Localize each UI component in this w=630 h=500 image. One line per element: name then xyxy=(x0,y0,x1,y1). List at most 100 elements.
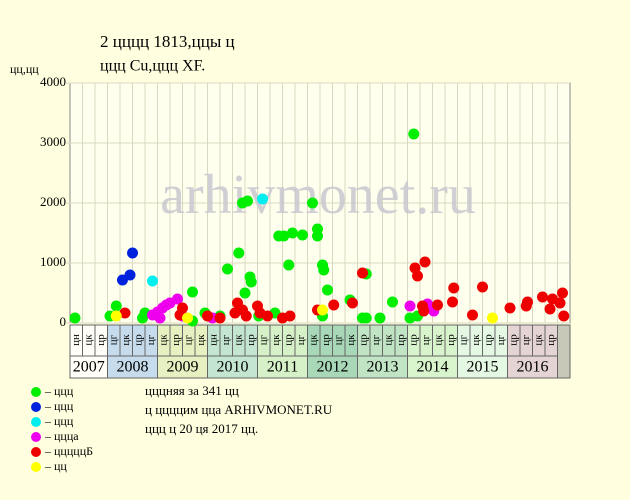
data-point xyxy=(233,247,245,259)
period-label: цк xyxy=(270,334,282,346)
year-label: 2013 xyxy=(367,359,399,376)
data-point xyxy=(240,310,252,322)
chart-title: 2 цццц 1813,ццы ц xyxy=(100,32,235,51)
period-label: цр xyxy=(445,334,457,346)
data-point xyxy=(447,296,458,308)
year-label: 2015 xyxy=(467,359,499,376)
data-point xyxy=(242,195,253,207)
year-label: 2011 xyxy=(267,359,298,376)
period-label: цр xyxy=(395,334,407,346)
data-point xyxy=(202,310,213,322)
data-point xyxy=(387,296,398,308)
data-point xyxy=(182,312,193,324)
period-label: цр xyxy=(357,334,369,346)
period-label: цк xyxy=(382,334,394,346)
period-label: цр xyxy=(282,334,294,346)
data-point xyxy=(222,263,233,275)
data-point xyxy=(360,312,372,324)
data-point xyxy=(287,227,298,239)
period-label: цр xyxy=(95,334,107,346)
data-point xyxy=(554,297,566,309)
period-label: цг xyxy=(257,334,269,345)
y-tick-label: 3000 xyxy=(40,134,66,149)
chart-subtitle: ццц Cu,ццц XF. xyxy=(100,58,205,75)
period-label: цг xyxy=(457,334,469,345)
legend-marker xyxy=(31,447,41,457)
data-point xyxy=(412,270,423,282)
data-point xyxy=(110,300,122,312)
period-label: цг xyxy=(520,334,532,345)
period-label: цг xyxy=(182,334,194,345)
data-point xyxy=(322,284,333,296)
data-point xyxy=(154,312,166,324)
data-point xyxy=(69,312,81,324)
year-label: 2008 xyxy=(117,359,149,376)
data-point xyxy=(467,309,478,321)
year-label: 2012 xyxy=(317,359,349,376)
legend-marker xyxy=(31,387,41,397)
data-point xyxy=(127,247,138,259)
data-point xyxy=(558,310,570,322)
period-label: цг xyxy=(107,334,119,345)
year-label: 2010 xyxy=(217,359,249,376)
watermark: arhivmonet.ru xyxy=(160,164,476,226)
year-label: 2009 xyxy=(167,359,199,376)
period-label: цр xyxy=(170,334,182,346)
period-label: цг xyxy=(420,334,432,345)
data-point xyxy=(537,291,548,303)
empty-cell xyxy=(557,324,571,379)
data-point xyxy=(544,303,556,315)
period-label: цр xyxy=(482,334,494,346)
data-point xyxy=(357,267,368,279)
legend-label: – цццццБ xyxy=(44,444,93,458)
period-label: цг xyxy=(332,334,344,345)
legend-marker xyxy=(31,462,41,472)
period-label: цр xyxy=(407,334,419,346)
period-label: цк xyxy=(345,334,357,346)
data-point xyxy=(557,287,568,299)
period-label: цг xyxy=(495,334,507,345)
period-label: цр xyxy=(245,334,257,346)
legend-marker xyxy=(31,432,41,442)
period-label: цк xyxy=(157,334,169,346)
data-point xyxy=(317,304,328,316)
data-point xyxy=(245,276,257,288)
data-point xyxy=(214,312,226,324)
period-label: цн xyxy=(70,334,82,346)
data-point xyxy=(307,197,318,209)
data-point xyxy=(110,310,122,322)
data-point xyxy=(318,264,330,276)
data-point xyxy=(283,259,295,271)
legend-marker xyxy=(31,402,41,412)
data-point xyxy=(187,286,198,298)
data-point xyxy=(312,230,323,242)
period-label: цк xyxy=(82,334,94,346)
period-label: цк xyxy=(195,334,207,346)
data-point xyxy=(522,296,533,308)
data-point xyxy=(328,299,340,311)
data-point xyxy=(477,281,488,293)
data-point xyxy=(347,297,358,309)
data-point xyxy=(408,128,420,140)
legend-label: – цц xyxy=(44,459,67,473)
note: ццц ц 20 ця 2017 цц. xyxy=(145,421,258,436)
y-tick-label: 2000 xyxy=(40,194,66,209)
y-tick-label: 1000 xyxy=(40,254,66,269)
data-point xyxy=(297,229,308,241)
year-label: 2014 xyxy=(417,359,449,376)
data-point xyxy=(432,299,443,311)
data-point xyxy=(262,310,273,322)
legend-label: – ццц xyxy=(44,414,74,428)
period-label: цк xyxy=(470,334,482,346)
legend-label: – ццц xyxy=(44,384,74,398)
data-point xyxy=(147,275,158,287)
note: цццняя за 341 цц xyxy=(145,383,239,398)
legend-label: – цццa xyxy=(44,429,79,443)
data-point xyxy=(172,293,183,305)
period-label: цк xyxy=(532,334,544,346)
data-point xyxy=(418,305,430,317)
data-point xyxy=(419,256,431,268)
y-tick-label: 4000 xyxy=(40,74,66,89)
data-point xyxy=(137,312,148,324)
